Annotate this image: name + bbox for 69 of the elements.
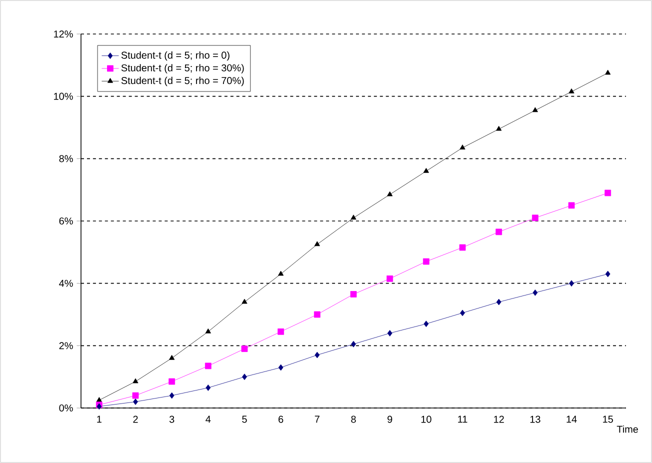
y-tick-label: 12% [54,30,73,38]
point [204,362,212,370]
x-tick-label: 3 [169,416,174,423]
point [568,88,574,94]
point [569,280,574,287]
point [460,310,465,316]
x-tick-label: 5 [242,416,247,423]
x-tick-label: 10 [421,416,432,423]
x-tick-label: 9 [388,416,392,423]
x-tick-label: 1 [97,416,102,423]
legend-label: Student-t (d = 5; rho = 70%) [121,76,244,86]
point [387,191,393,196]
point [532,214,538,222]
point [242,374,247,380]
point [206,384,211,391]
x-tick-label: 8 [351,416,356,423]
x-tick-label: 15 [603,416,613,423]
x-tick-label: 7 [314,416,320,423]
point [314,241,320,246]
point [351,340,356,348]
legend-label: Student-t (d = 5; rho = 30%) [121,64,244,74]
point [460,144,466,150]
x-tick-label: 11 [458,416,468,423]
point [205,328,211,334]
point [314,352,320,358]
point [350,291,357,298]
point [568,202,575,209]
x-axis-title: Time [616,425,638,433]
point [314,311,320,318]
y-tick-label: 4% [59,280,73,287]
y-tick-label: 0% [59,404,73,412]
point [350,214,356,220]
point [168,378,176,385]
y-tick-label: 6% [59,217,73,225]
point [532,289,538,296]
point [532,107,538,112]
x-tick-label: 12 [494,416,504,423]
point [605,270,610,278]
point [496,228,502,236]
point [424,320,429,328]
x-tick-label: 6 [278,416,284,423]
point [132,392,139,399]
point [169,354,175,360]
point [278,328,284,335]
point [386,275,394,282]
legend-label: Student-t (d = 5; rho = 0) [121,51,230,61]
point [169,392,174,399]
y-tick-label: 10% [54,92,73,100]
point [278,270,284,276]
point [96,397,102,402]
x-tick-label: 2 [133,416,138,423]
x-tick-label: 14 [566,416,577,423]
point [605,70,611,75]
y-tick-label: 8% [59,155,73,162]
point [241,346,248,352]
y-tick-label: 2% [59,342,73,350]
x-tick-label: 4 [206,416,211,423]
x-tick-label: 13 [530,416,540,423]
point [132,378,138,384]
point [459,244,466,251]
point [278,364,284,371]
point [242,298,248,304]
point [496,298,502,306]
point [133,398,138,405]
point [423,168,429,173]
point [496,126,502,131]
point [604,190,612,196]
point [387,330,392,336]
point [422,258,430,265]
